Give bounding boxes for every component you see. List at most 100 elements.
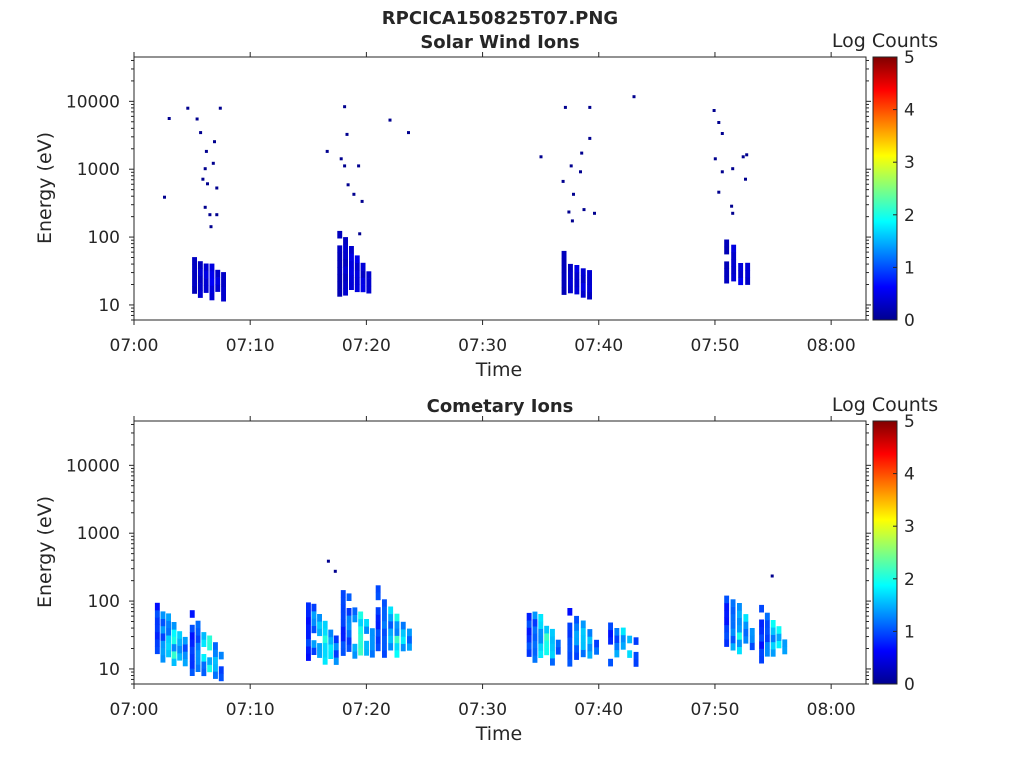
spectrogram-cell [764,619,770,628]
spectrogram-cell [737,639,742,647]
spectrogram-cell [354,255,360,263]
data-point [325,149,329,153]
spectrogram-cell [731,244,737,253]
spectrogram-cell [154,631,160,640]
data-point [209,225,213,229]
spectrogram-cell [154,602,160,611]
spectrogram-cell [189,661,195,669]
spectrogram-cell [574,645,579,653]
spectrogram-cell [567,651,573,660]
spectrogram-cell [160,633,166,641]
x-tick-label: 07:20 [342,700,391,720]
spectrogram-cell [375,643,381,652]
data-point [632,95,636,99]
data-point [195,117,199,121]
x-axis-label: Time [475,723,523,745]
colorbar-tick-label: 3 [904,517,915,537]
spectrogram-cell [770,641,776,650]
spectrogram-cell [346,608,352,616]
spectrogram-cell [354,277,360,285]
data-point [407,131,410,135]
colorbar-ticks: 0 1 2 3 4 5 [893,412,915,695]
spectrogram-cell [306,653,311,661]
spectrogram-cell [352,607,358,615]
spectrogram-cell [567,659,573,667]
colorbar-tick-label: 2 [904,570,915,590]
spectrogram-cell [209,292,215,301]
spectrogram-cell [580,268,586,276]
data-point [352,192,356,196]
data-point [588,105,592,109]
spectrogram-cell [154,610,160,618]
spectrogram-cell [567,608,573,616]
spectrogram-cell [764,612,770,621]
spectrogram-cell [346,644,352,652]
spectrogram-cell [382,650,387,658]
spectrogram-cell [306,616,311,625]
spectrogram-cell [745,277,751,285]
spectrogram-cell [154,639,160,647]
spectrogram-cell [730,613,736,622]
spectrogram-cell [544,640,550,648]
spectrogram-cell [526,627,532,636]
spectrogram-cell [340,611,346,620]
spectrogram-cell [160,625,166,634]
spectrogram-cell [192,271,197,280]
spectrogram-cell [311,640,317,648]
spectrogram-cell [526,620,532,628]
spectrogram-cell [550,636,555,644]
colorbar-label: Log Counts [832,30,938,52]
spectrogram-cell [340,619,346,627]
spectrogram-cell [587,636,593,644]
spectrogram-cell [730,599,736,607]
spectrogram-cell [614,642,620,651]
x-tick-label: 07:00 [110,700,159,720]
spectrogram-cell [317,614,322,622]
spectrogram-cell [614,649,620,658]
spectrogram-cell [538,614,544,622]
x-tick-label: 07:40 [574,336,623,356]
spectrogram-cell [154,646,160,655]
spectrogram-cell [322,657,328,665]
spectrogram-cell [189,639,195,647]
spectrogram-cell [343,273,348,282]
spectrogram-cell [337,245,343,253]
spectrogram-cell [360,262,366,271]
x-tick-label: 07:00 [110,336,159,356]
data-point [579,170,582,174]
spectrogram-cell [538,635,544,644]
data-point [567,210,571,214]
data-point [201,177,205,181]
spectrogram-cell [195,635,201,643]
data-point [580,151,584,155]
spectrogram-cell [759,648,764,657]
spectrogram-cell [544,633,550,641]
spectrogram-cell [724,632,730,640]
spectrogram-cell [322,649,328,658]
data-point [569,164,573,168]
data-point [343,105,347,109]
y-tick-label: 10 [98,660,120,680]
spectrogram-cell [154,617,160,625]
spectrogram-cell [608,629,613,638]
data-point [203,167,207,171]
y-axis-ticks: 10 100 1000 10000 [66,423,871,685]
data-point [572,192,575,196]
spectrogram-cell [213,656,218,665]
spectrogram-cell [213,649,218,657]
data-point [163,195,166,199]
spectrogram-cell [724,268,730,277]
spectrogram-cell [306,646,311,654]
spectrogram-cell [627,635,633,644]
data-point [360,199,364,203]
spectrogram-cell [201,668,207,677]
spectrogram-cell [218,673,224,682]
spectrogram-cell [759,619,764,628]
data-point [539,155,543,159]
spectrogram-cell [201,654,207,662]
spectrogram-cell [759,626,764,635]
spectrogram-cell [369,628,375,636]
spectrogram-cell [207,642,213,651]
spectrogram-cell [770,627,776,635]
